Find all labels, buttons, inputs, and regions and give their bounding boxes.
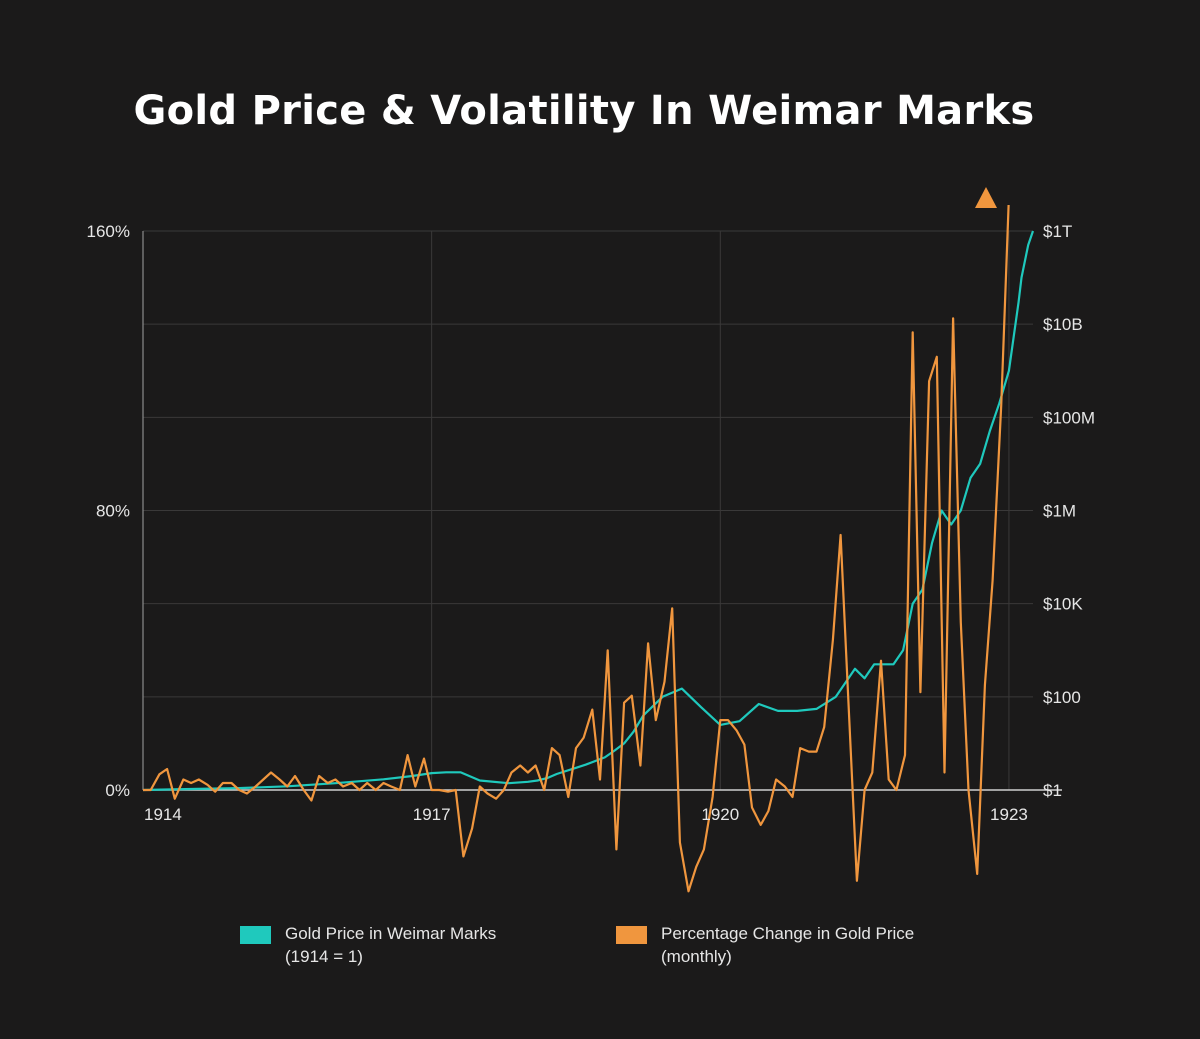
chart-title: Gold Price & Volatility In Weimar Marks [133, 88, 1035, 134]
y-right-tick-label: $100M [1043, 408, 1095, 427]
y-left-tick-label: 160% [87, 222, 130, 241]
y-right-tick-label: $1T [1043, 222, 1072, 241]
legend-label-gold-price: Gold Price in Weimar Marks (1914 = 1) [285, 922, 496, 968]
y-right-tick-label: $1M [1043, 502, 1076, 521]
legend-pct-change-line2: (monthly) [661, 947, 732, 966]
grid-lines [142, 230, 1033, 791]
legend-gold-price-line1: Gold Price in Weimar Marks [285, 924, 497, 943]
y-left-tick-label: 0% [105, 781, 130, 800]
y-right-tick-label: $10K [1043, 595, 1083, 614]
y-right-tick-label: $10B [1043, 315, 1083, 334]
x-tick-label: 1917 [413, 805, 451, 824]
series-line-pct-change [143, 204, 1010, 893]
x-tick-label: 1914 [144, 805, 182, 824]
y-right-tick-label: $100 [1043, 688, 1081, 707]
x-tick-label: 1920 [701, 805, 739, 824]
overflow-arrow-icon [975, 187, 997, 208]
y-right-tick-label: $1 [1043, 781, 1062, 800]
legend-pct-change-line1: Percentage Change in Gold Price [661, 924, 915, 943]
legend-item-pct-change: Percentage Change in Gold Price (monthly… [616, 922, 914, 968]
legend-label-pct-change: Percentage Change in Gold Price (monthly… [661, 922, 914, 968]
x-tick-label: 1923 [990, 805, 1028, 824]
tick-labels: $1T $10B $100M $1M $10K $100 $1 1914 1917 1920 192… [87, 222, 1095, 824]
legend-swatch-teal [240, 926, 271, 944]
legend-gold-price-line2: (1914 = 1) [285, 947, 363, 966]
axes [142, 231, 1062, 791]
series-layer [142, 187, 1035, 893]
legend-swatch-orange [616, 926, 647, 944]
y-left-tick-label: 80% [96, 502, 130, 521]
legend-item-gold-price: Gold Price in Weimar Marks (1914 = 1) [240, 922, 496, 968]
